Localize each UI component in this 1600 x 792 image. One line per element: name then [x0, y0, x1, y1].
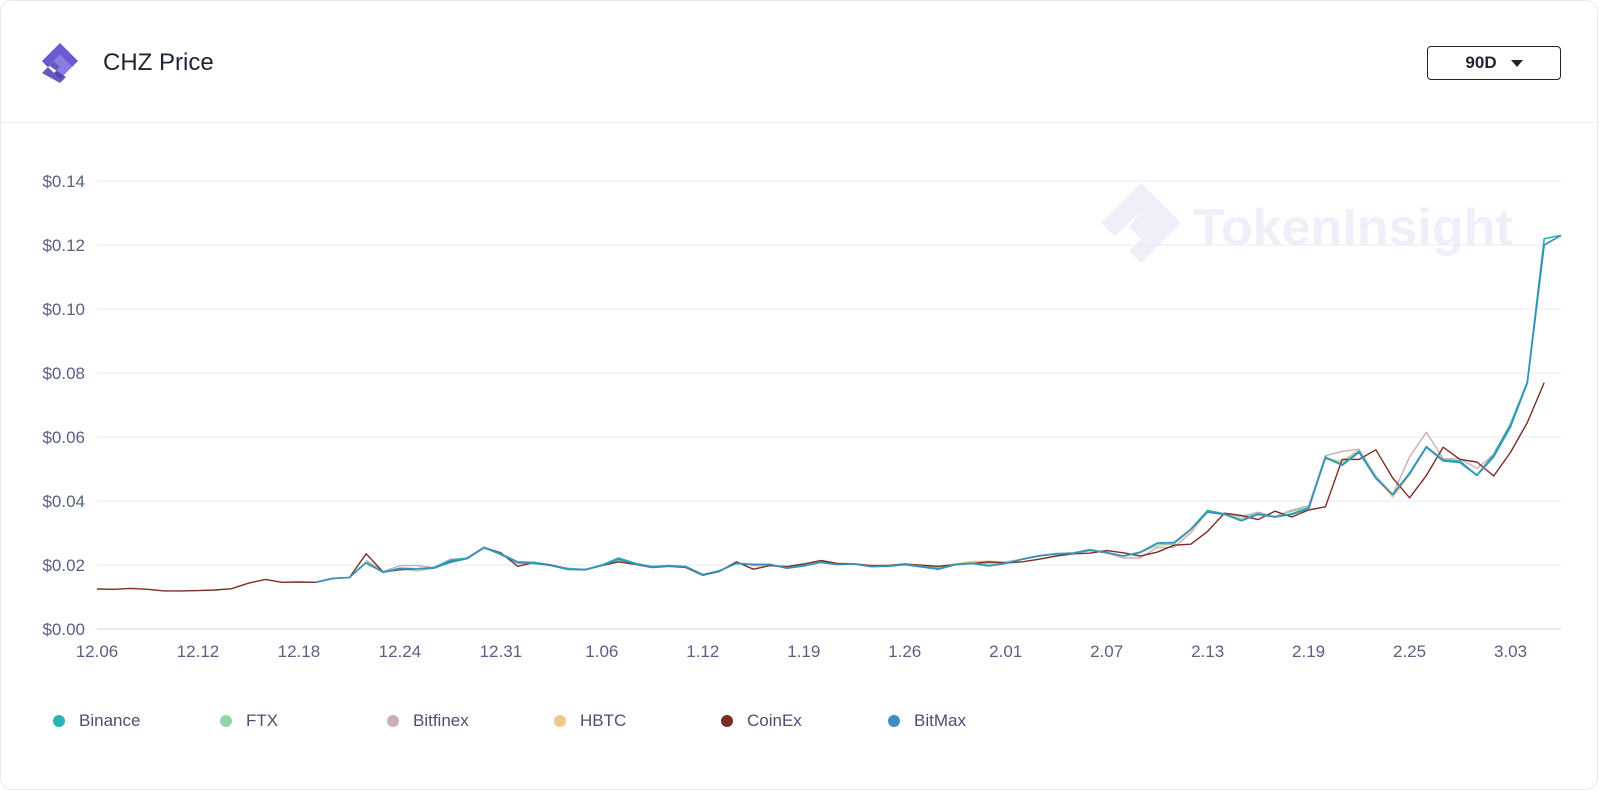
x-tick-label: 2.01 [989, 642, 1022, 661]
series-line-bitfinex [365, 244, 1545, 576]
y-tick-label: $0.14 [42, 172, 85, 191]
x-tick-label: 1.12 [686, 642, 719, 661]
legend-item-binance[interactable]: Binance [53, 701, 140, 741]
price-chart-svg: $0.00 $0.02 $0.04 $0.06 $0.08 $0.10 $0.12 $0.14… [42, 172, 1562, 661]
legend-dot-icon [387, 715, 399, 727]
card-header: CHZ Price 90D [1, 1, 1597, 123]
legend-item-bitmax[interactable]: BitMax [888, 701, 966, 741]
legend-dot-icon [220, 715, 232, 727]
x-axis: 12.06 12.12 12.18 12.24 12.31 1.06 1.12 1.19 1.2… [76, 642, 1527, 661]
x-tick-label: 2.07 [1090, 642, 1123, 661]
x-tick-label: 12.31 [480, 642, 523, 661]
period-dropdown-label: 90D [1465, 53, 1497, 72]
x-tick-label: 12.12 [177, 642, 220, 661]
series-line-hbtc [837, 244, 1545, 567]
legend-item-coinex[interactable]: CoinEx [721, 701, 802, 741]
x-tick-label: 2.13 [1191, 642, 1224, 661]
y-axis: $0.00 $0.02 $0.04 $0.06 $0.08 $0.10 $0.12 $0.14 [42, 172, 85, 639]
y-tick-label: $0.08 [42, 364, 85, 383]
watermark-text: TokenInsight [1193, 199, 1513, 257]
y-tick-label: $0.00 [42, 620, 85, 639]
x-tick-label: 2.19 [1292, 642, 1325, 661]
x-tick-label: 12.06 [76, 642, 119, 661]
x-tick-label: 1.19 [787, 642, 820, 661]
price-chart: $0.00 $0.02 $0.04 $0.06 $0.08 $0.10 $0.12 $0.14… [1, 123, 1600, 683]
y-tick-label: $0.12 [42, 236, 85, 255]
watermark-logo-icon [1101, 183, 1181, 263]
series-line-bitmax [315, 234, 1562, 584]
legend-dot-icon [554, 715, 566, 727]
x-tick-label: 12.24 [379, 642, 422, 661]
legend-item-hbtc[interactable]: HBTC [554, 701, 626, 741]
series-line-coinex [96, 382, 1545, 592]
series-line-binance [315, 234, 1562, 584]
x-tick-label: 3.03 [1494, 642, 1527, 661]
y-tick-label: $0.04 [42, 492, 85, 511]
y-tick-label: $0.06 [42, 428, 85, 447]
legend-label: HBTC [580, 711, 627, 730]
chart-legend: Binance FTX Bitfinex HBTC CoinEx BitMax [1, 701, 1600, 741]
tokeninsight-watermark: TokenInsight [1101, 183, 1513, 263]
grid-layer [97, 180, 1561, 630]
y-tick-label: $0.10 [42, 300, 85, 319]
legend-label: FTX [246, 711, 279, 730]
legend-dot-icon [53, 715, 65, 727]
legend-label: Binance [79, 711, 141, 730]
page-title: CHZ Price [103, 49, 214, 76]
tokeninsight-logo-icon [42, 43, 78, 83]
legend-item-ftx[interactable]: FTX [220, 701, 278, 741]
x-tick-label: 2.25 [1393, 642, 1426, 661]
x-tick-label: 12.18 [278, 642, 321, 661]
series-line-ftx [365, 244, 1545, 576]
x-tick-label: 1.26 [888, 642, 921, 661]
legend-label: BitMax [914, 711, 966, 730]
legend-item-bitfinex[interactable]: Bitfinex [387, 701, 469, 741]
caret-down-icon [1510, 59, 1523, 67]
legend-label: Bitfinex [413, 711, 469, 730]
legend-label: CoinEx [747, 711, 802, 730]
y-tick-label: $0.02 [42, 556, 85, 575]
series-layer [96, 234, 1562, 592]
legend-dot-icon [888, 715, 900, 727]
x-tick-label: 1.06 [585, 642, 618, 661]
period-dropdown[interactable]: 90D [1427, 46, 1561, 80]
legend-dot-icon [721, 715, 733, 727]
